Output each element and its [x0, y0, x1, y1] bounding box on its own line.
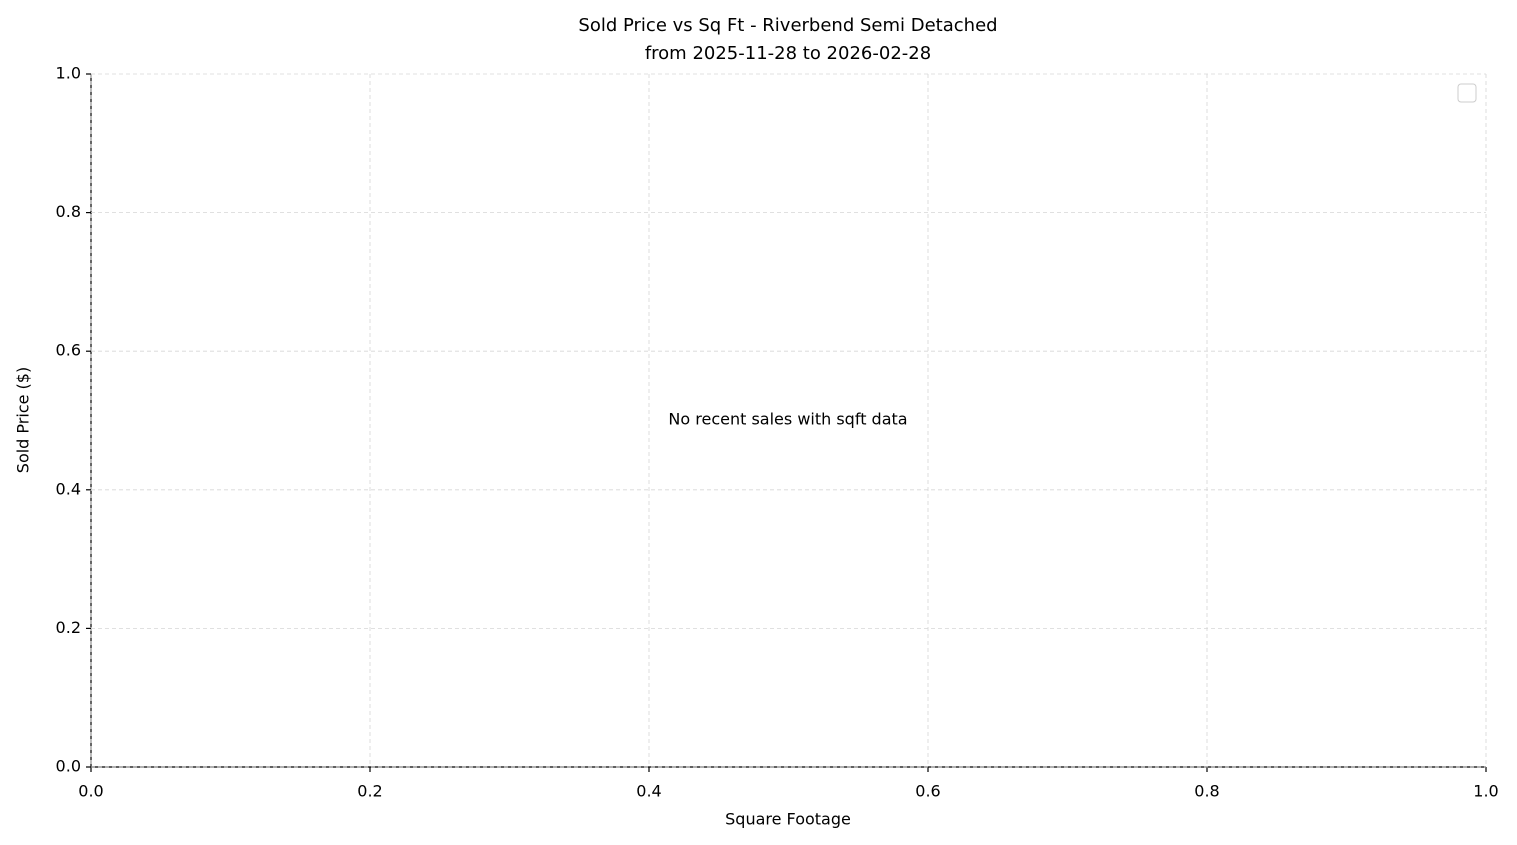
y-tick-label: 0.4	[56, 479, 81, 498]
x-tick-label: 0.2	[357, 782, 382, 801]
y-tick-label: 0.2	[56, 618, 81, 637]
chart-subtitle: from 2025-11-28 to 2026-02-28	[645, 43, 931, 64]
y-tick-label: 1.0	[56, 64, 81, 83]
y-axis-label: Sold Price ($)	[14, 367, 33, 473]
annotation: No recent sales with sqft data	[668, 410, 907, 429]
legend-box	[1457, 83, 1477, 103]
x-axis-label: Square Footage	[725, 810, 851, 829]
x-tick-label: 0.8	[1194, 782, 1219, 801]
x-tick-label: 0.6	[915, 782, 940, 801]
x-tick-label: 0.0	[78, 782, 103, 801]
y-tick-label: 0.8	[56, 202, 81, 221]
y-tick-label: 0.0	[56, 757, 81, 776]
chart-title: Sold Price vs Sq Ft - Riverbend Semi Det…	[578, 15, 997, 36]
y-tick-label: 0.6	[56, 341, 81, 360]
x-tick-label: 0.4	[636, 782, 661, 801]
x-tick-label: 1.0	[1473, 782, 1498, 801]
